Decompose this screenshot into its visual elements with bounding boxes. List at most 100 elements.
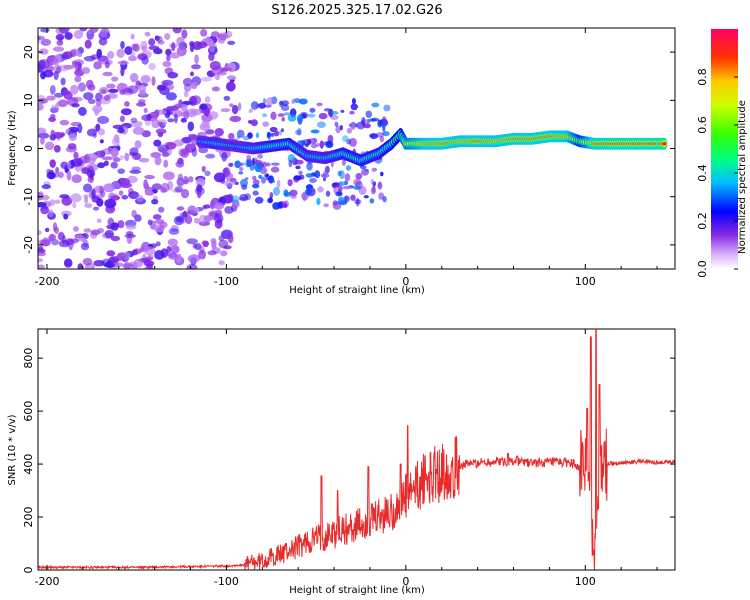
heatmap-noise-cell	[96, 48, 102, 59]
heatmap-noise-cell	[161, 79, 174, 86]
heatmap-scatter-cell	[371, 102, 380, 108]
heatmap-noise-cell	[181, 103, 188, 112]
heatmap-scatter-cell	[350, 103, 358, 111]
heatmap-scatter-cell	[232, 195, 240, 204]
heatmap-noise-cell	[180, 117, 187, 123]
heatmap-noise-cell	[166, 245, 171, 254]
heatmap-noise-cell	[182, 77, 193, 87]
heatmap-noise-cell	[64, 32, 73, 40]
heatmap-noise-cell	[38, 230, 42, 236]
heatmap-noise-cell	[154, 250, 165, 260]
heatmap-noise-cell	[152, 183, 162, 191]
heatmap-noise-cell	[209, 60, 221, 71]
x-tick-label: 0	[402, 575, 409, 588]
heatmap-scatter-cell	[344, 173, 351, 182]
heatmap-noise-cell	[132, 43, 140, 52]
heatmap-noise-cell	[181, 136, 192, 144]
heatmap-noise-cell	[208, 52, 215, 61]
heatmap-noise-cell	[53, 145, 61, 153]
heatmap-scatter-cell	[277, 113, 285, 117]
heatmap-noise-cell	[60, 77, 66, 86]
heatmap-noise-cell	[136, 195, 144, 202]
heatmap-noise-cell	[157, 109, 167, 115]
heatmap-noise-cell	[61, 196, 73, 206]
heatmap-noise-cell	[57, 99, 68, 108]
heatmap-scatter-cell	[237, 102, 242, 111]
heatmap-scatter-cell	[310, 143, 318, 149]
heatmap-scatter-cell	[262, 121, 270, 127]
heatmap-noise-cell	[219, 68, 229, 73]
heatmap-noise-cell	[151, 119, 160, 129]
heatmap-noise-cell	[129, 72, 139, 83]
heatmap-noise-cell	[63, 91, 73, 100]
spectrogram-xlabel: Height of straight line (km)	[289, 285, 425, 296]
heatmap-noise-cell	[207, 250, 217, 256]
heatmap-noise-cell	[83, 228, 92, 233]
heatmap-noise-cell	[93, 61, 102, 70]
heatmap-scatter-cell	[236, 129, 245, 138]
heatmap-noise-cell	[144, 174, 155, 180]
heatmap-noise-cell	[220, 108, 231, 113]
heatmap-scatter-cell	[252, 179, 260, 185]
heatmap-scatter-cell	[325, 140, 334, 149]
heatmap-noise-cell	[191, 64, 201, 70]
heatmap-scatter-cell	[320, 173, 330, 179]
heatmap-noise-cell	[218, 260, 225, 266]
heatmap-noise-cell	[193, 217, 200, 224]
heatmap-noise-cell	[46, 95, 56, 101]
heatmap-scatter-cell	[316, 197, 321, 206]
heatmap-scatter-cell	[361, 119, 365, 125]
colorbar: 0.0 0.2 0.4 0.6 0.8 Normalized spectral ampl…	[696, 29, 748, 278]
heatmap-noise-cell	[58, 28, 70, 34]
heatmap-noise-cell	[78, 82, 86, 92]
heatmap-scatter-cell	[238, 171, 244, 175]
heatmap-scatter-cell	[305, 188, 312, 196]
heatmap-scatter-cell	[257, 154, 264, 159]
heatmap-noise-cell	[38, 202, 47, 208]
heatmap-noise-cell	[104, 198, 117, 209]
heatmap-scatter-cell	[335, 125, 341, 134]
x-tick-label: -100	[214, 575, 239, 588]
colorbar-tick-label: 0.6	[696, 116, 709, 134]
y-tick-label: 400	[22, 454, 35, 475]
heatmap-noise-cell	[179, 212, 188, 218]
heatmap-scatter-cell	[295, 165, 301, 170]
heatmap-scatter-cell	[280, 104, 290, 111]
heatmap-noise-cell	[72, 201, 77, 209]
heatmap-noise-cell	[96, 218, 102, 223]
heatmap-noise-cell	[72, 226, 79, 232]
heatmap-noise-cell	[224, 206, 234, 214]
heatmap-scatter-cell	[363, 195, 369, 199]
heatmap-noise-cell	[93, 206, 99, 211]
heatmap-noise-cell	[154, 156, 162, 166]
heatmap-scatter-cell	[323, 108, 331, 112]
heatmap-noise-cell	[231, 104, 239, 115]
heatmap-noise-cell	[169, 52, 181, 59]
heatmap-noise-cell	[119, 115, 125, 123]
heatmap-noise-cell	[59, 119, 70, 126]
heatmap-noise-cell	[176, 36, 185, 46]
heatmap-noise-cell	[38, 245, 44, 251]
x-tick-label: -200	[34, 275, 59, 288]
heatmap-noise-cell	[199, 103, 208, 110]
snr-xlabel: Height of straight line (km)	[289, 585, 425, 596]
heatmap-noise-cell	[38, 98, 49, 104]
heatmap-scatter-cell	[266, 97, 275, 106]
heatmap-noise-cell	[40, 28, 50, 33]
spectrogram-ylabel: Frequency (Hz)	[7, 110, 18, 186]
heatmap-scatter-cell	[353, 178, 362, 186]
heatmap-noise-cell	[210, 31, 220, 38]
heatmap-noise-cell	[87, 158, 96, 164]
heatmap-noise-cell	[94, 108, 99, 116]
heatmap-scatter-cell	[306, 162, 313, 171]
heatmap-noise-cell	[214, 202, 225, 210]
heatmap-scatter-cell	[283, 112, 291, 116]
heatmap-noise-cell	[136, 102, 147, 107]
heatmap-noise-cell	[54, 92, 64, 98]
heatmap-noise-cell	[194, 243, 202, 251]
heatmap-scatter-cell	[271, 162, 280, 166]
heatmap-noise-cell	[38, 258, 44, 263]
heatmap-noise-cell	[48, 117, 56, 122]
heatmap-noise-cell	[220, 250, 228, 257]
